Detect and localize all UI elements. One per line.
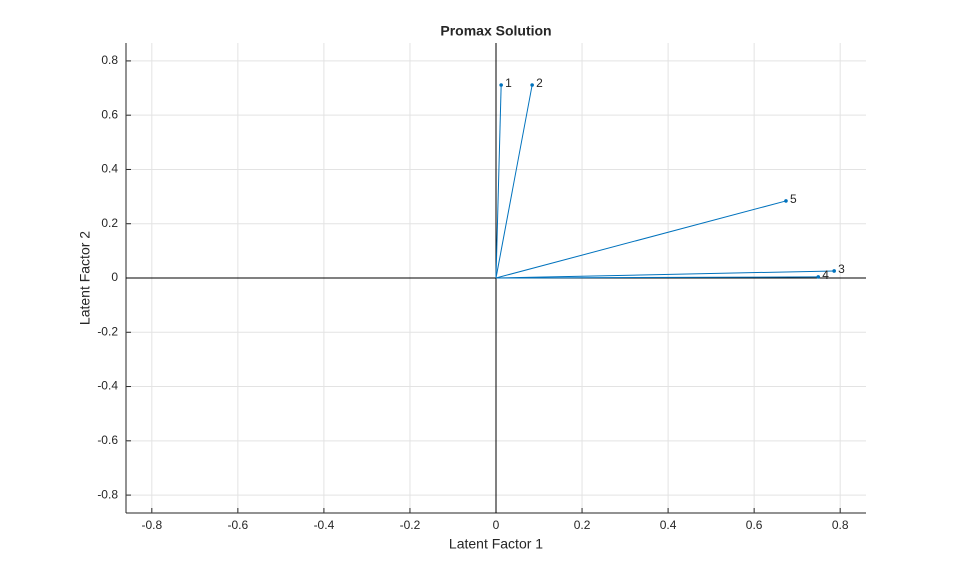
x-tick-label: 0.2 [574, 518, 591, 532]
x-tick-label: 0.4 [660, 518, 677, 532]
point [499, 83, 503, 87]
x-tick-label: 0.6 [746, 518, 763, 532]
vector [495, 85, 502, 279]
chart-title: Promax Solution [440, 23, 551, 39]
point-label: 2 [536, 76, 543, 90]
y-tick-label: 0.6 [101, 107, 118, 121]
y-tick-label: 0.4 [101, 162, 118, 176]
y-tick-label: -0.8 [97, 487, 118, 501]
point-label: 1 [505, 76, 512, 90]
x-tick-label: 0.8 [832, 518, 849, 532]
point [530, 83, 534, 87]
y-tick-label: -0.2 [97, 324, 118, 338]
x-tick-label: -0.8 [141, 518, 162, 532]
y-tick-label: -0.6 [97, 433, 118, 447]
vector [495, 276, 819, 279]
vector [495, 270, 835, 279]
y-tick-label: -0.4 [97, 379, 118, 393]
x-tick-label: 0 [493, 518, 500, 532]
point [784, 199, 788, 203]
x-tick-label: -0.2 [400, 518, 421, 532]
point [816, 275, 821, 279]
vector [495, 84, 533, 279]
y-tick-label: 0 [111, 270, 118, 284]
x-tick-label: -0.6 [228, 518, 249, 532]
y-tick-label: 0.2 [101, 216, 118, 230]
y-tick-label: 0.8 [101, 53, 118, 67]
vector [495, 200, 787, 279]
point [832, 269, 836, 273]
point-label: 5 [790, 192, 797, 206]
point-label: 4 [822, 268, 829, 282]
x-tick-label: -0.4 [314, 518, 335, 532]
point-label: 3 [838, 262, 845, 276]
x-axis-label: Latent Factor 1 [449, 536, 543, 552]
y-axis-label: Latent Factor 2 [77, 231, 93, 325]
